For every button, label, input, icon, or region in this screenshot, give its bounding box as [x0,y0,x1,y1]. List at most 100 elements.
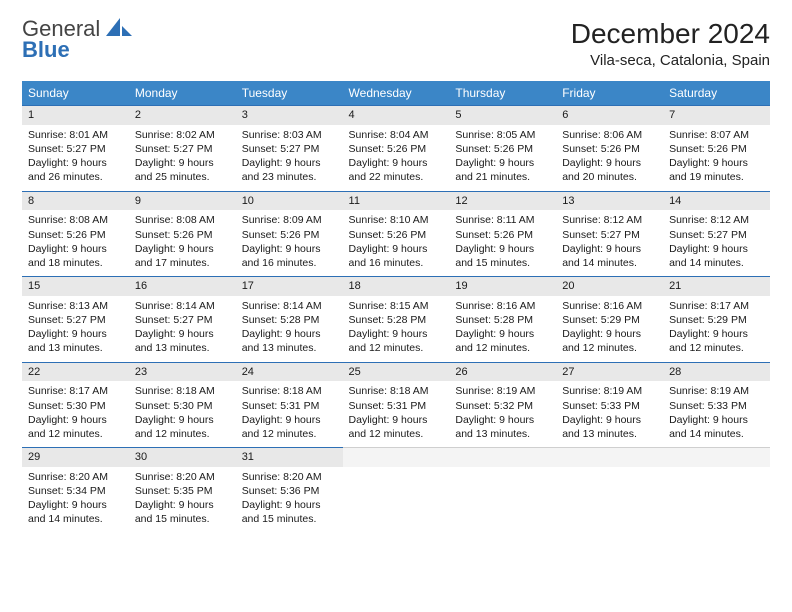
calendar-cell: 16 Sunrise: 8:14 AMSunset: 5:27 PMDayligh… [129,276,236,362]
calendar-cell [663,447,770,533]
calendar-cell: 24Sunrise: 8:18 AMSunset: 5:31 PMDayligh… [236,362,343,448]
day-details: Sunrise: 8:17 AMSunset: 5:29 PMDaylight:… [669,299,764,356]
day-number: 3 [236,105,343,125]
empty-day [663,447,770,467]
day-details: Sunrise: 8:19 AMSunset: 5:33 PMDaylight:… [669,384,764,441]
day-number: 6 [556,105,663,125]
day-number: 8 [22,191,129,211]
day-details: Sunrise: 8:12 AMSunset: 5:27 PMDaylight:… [669,213,764,270]
day-details: Sunrise: 8:14 AMSunset: 5:27 PMDaylight:… [135,299,230,356]
day-details: Sunrise: 8:16 AMSunset: 5:28 PMDaylight:… [455,299,550,356]
logo-text: General Blue [22,18,132,61]
calendar-cell [449,447,556,533]
day-number: 5 [449,105,556,125]
calendar-cell: 5 Sunrise: 8:05 AMSunset: 5:26 PMDaylight… [449,105,556,191]
location-text: Vila-seca, Catalonia, Spain [571,52,770,69]
calendar-cell: 27Sunrise: 8:19 AMSunset: 5:33 PMDayligh… [556,362,663,448]
day-details: Sunrise: 8:19 AMSunset: 5:33 PMDaylight:… [562,384,657,441]
calendar-cell: 13Sunrise: 8:12 AMSunset: 5:27 PMDayligh… [556,191,663,277]
calendar-cell: 17 Sunrise: 8:14 AMSunset: 5:28 PMDayligh… [236,276,343,362]
calendar-cell: 9Sunrise: 8:08 AMSunset: 5:26 PMDaylight… [129,191,236,277]
day-details: Sunrise: 8:15 AMSunset: 5:28 PMDaylight:… [349,299,444,356]
calendar-cell: 30 Sunrise: 8:20 AMSunset: 5:35 PMDayligh… [129,447,236,533]
day-number: 20 [556,276,663,296]
day-header: Saturday [663,81,770,105]
day-number: 18 [343,276,450,296]
empty-day [449,447,556,467]
day-number: 10 [236,191,343,211]
calendar-cell [556,447,663,533]
calendar-cell: 11Sunrise: 8:10 AMSunset: 5:26 PMDayligh… [343,191,450,277]
logo-word2: Blue [22,37,70,62]
calendar-cell: 8Sunrise: 8:08 AMSunset: 5:26 PMDaylight… [22,191,129,277]
day-number: 23 [129,362,236,382]
day-details: Sunrise: 8:04 AMSunset: 5:26 PMDaylight:… [349,128,444,185]
day-details: Sunrise: 8:16 AMSunset: 5:29 PMDaylight:… [562,299,657,356]
day-header: Thursday [449,81,556,105]
day-number: 7 [663,105,770,125]
day-details: Sunrise: 8:03 AMSunset: 5:27 PMDaylight:… [242,128,337,185]
day-number: 9 [129,191,236,211]
calendar-cell: 6 Sunrise: 8:06 AMSunset: 5:26 PMDaylight… [556,105,663,191]
calendar-cell: 15Sunrise: 8:13 AMSunset: 5:27 PMDayligh… [22,276,129,362]
calendar-cell: 3 Sunrise: 8:03 AMSunset: 5:27 PMDaylight… [236,105,343,191]
calendar-cell: 12Sunrise: 8:11 AMSunset: 5:26 PMDayligh… [449,191,556,277]
calendar-cell [343,447,450,533]
calendar-table: Sunday Monday Tuesday Wednesday Thursday… [22,81,770,533]
day-number: 12 [449,191,556,211]
calendar-cell: 18 Sunrise: 8:15 AMSunset: 5:28 PMDayligh… [343,276,450,362]
day-number: 22 [22,362,129,382]
day-details: Sunrise: 8:01 AMSunset: 5:27 PMDaylight:… [28,128,123,185]
day-header: Wednesday [343,81,450,105]
day-number: 2 [129,105,236,125]
day-number: 17 [236,276,343,296]
day-number: 16 [129,276,236,296]
logo-sail-icon [106,18,132,36]
calendar-cell: 14Sunrise: 8:12 AMSunset: 5:27 PMDayligh… [663,191,770,277]
day-details: Sunrise: 8:12 AMSunset: 5:27 PMDaylight:… [562,213,657,270]
day-number: 1 [22,105,129,125]
day-number: 30 [129,447,236,467]
day-number: 15 [22,276,129,296]
calendar-cell: 31Sunrise: 8:20 AMSunset: 5:36 PMDayligh… [236,447,343,533]
calendar-cell: 2 Sunrise: 8:02 AMSunset: 5:27 PMDaylight… [129,105,236,191]
empty-day [343,447,450,467]
day-header-row: Sunday Monday Tuesday Wednesday Thursday… [22,81,770,105]
day-number: 14 [663,191,770,211]
calendar-cell: 1 Sunrise: 8:01 AMSunset: 5:27 PMDaylight… [22,105,129,191]
day-details: Sunrise: 8:20 AMSunset: 5:34 PMDaylight:… [28,470,123,527]
day-details: Sunrise: 8:05 AMSunset: 5:26 PMDaylight:… [455,128,550,185]
day-details: Sunrise: 8:09 AMSunset: 5:26 PMDaylight:… [242,213,337,270]
day-details: Sunrise: 8:14 AMSunset: 5:28 PMDaylight:… [242,299,337,356]
day-details: Sunrise: 8:07 AMSunset: 5:26 PMDaylight:… [669,128,764,185]
day-details: Sunrise: 8:08 AMSunset: 5:26 PMDaylight:… [28,213,123,270]
day-details: Sunrise: 8:06 AMSunset: 5:26 PMDaylight:… [562,128,657,185]
day-number: 11 [343,191,450,211]
day-details: Sunrise: 8:18 AMSunset: 5:31 PMDaylight:… [242,384,337,441]
title-block: December 2024 Vila-seca, Catalonia, Spai… [571,18,770,69]
day-details: Sunrise: 8:02 AMSunset: 5:27 PMDaylight:… [135,128,230,185]
day-header: Monday [129,81,236,105]
day-header: Tuesday [236,81,343,105]
calendar-cell: 19Sunrise: 8:16 AMSunset: 5:28 PMDayligh… [449,276,556,362]
day-number: 21 [663,276,770,296]
header: General Blue December 2024 Vila-seca, Ca… [22,18,770,69]
day-details: Sunrise: 8:20 AMSunset: 5:35 PMDaylight:… [135,470,230,527]
calendar-cell: 26Sunrise: 8:19 AMSunset: 5:32 PMDayligh… [449,362,556,448]
day-number: 29 [22,447,129,467]
calendar-cell: 21 Sunrise: 8:17 AMSunset: 5:29 PMDayligh… [663,276,770,362]
empty-day [556,447,663,467]
month-title: December 2024 [571,18,770,50]
day-details: Sunrise: 8:10 AMSunset: 5:26 PMDaylight:… [349,213,444,270]
day-details: Sunrise: 8:18 AMSunset: 5:30 PMDaylight:… [135,384,230,441]
day-details: Sunrise: 8:19 AMSunset: 5:32 PMDaylight:… [455,384,550,441]
logo: General Blue [22,18,132,61]
day-number: 26 [449,362,556,382]
day-number: 31 [236,447,343,467]
day-details: Sunrise: 8:18 AMSunset: 5:31 PMDaylight:… [349,384,444,441]
calendar-cell: 23Sunrise: 8:18 AMSunset: 5:30 PMDayligh… [129,362,236,448]
calendar-cell: 4Sunrise: 8:04 AMSunset: 5:26 PMDaylight… [343,105,450,191]
calendar-cell: 22Sunrise: 8:17 AMSunset: 5:30 PMDayligh… [22,362,129,448]
calendar-cell: 20 Sunrise: 8:16 AMSunset: 5:29 PMDayligh… [556,276,663,362]
calendar-row: 1 Sunrise: 8:01 AMSunset: 5:27 PMDaylight… [22,105,770,191]
